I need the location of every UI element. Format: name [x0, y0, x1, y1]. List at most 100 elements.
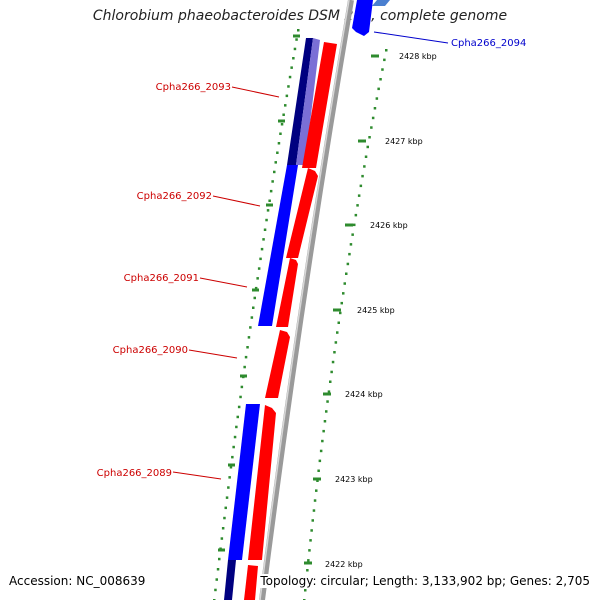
major-tick — [345, 223, 353, 227]
inner-tick — [282, 113, 285, 116]
outer-tick — [311, 519, 314, 522]
inner-tick — [260, 247, 264, 251]
gene-label-2090: Cpha266_2090 — [113, 345, 188, 356]
outer-tick — [381, 68, 384, 71]
outer-tick — [370, 126, 373, 129]
inner-tick — [250, 316, 254, 319]
outer-tick — [351, 233, 354, 236]
tick-marks — [213, 29, 388, 600]
gene-arrow-2089 — [248, 405, 276, 560]
leader-line-2092 — [212, 195, 261, 207]
scale-label: 2424 kbp — [345, 390, 383, 399]
outer-tick — [313, 499, 317, 502]
inner-tick — [229, 466, 233, 469]
major-tick — [266, 203, 273, 207]
inner-tick — [253, 296, 256, 300]
topology-text: Topology: circular; Length: 3,133,902 bp… — [260, 574, 590, 588]
inner-tick — [290, 66, 293, 69]
outer-tick — [385, 49, 388, 52]
leader-line-2090 — [188, 349, 238, 359]
inner-tick — [233, 435, 237, 439]
outer-tick — [321, 439, 324, 443]
genome-title: Chlorobium phaeobacteroides DSM 266, com… — [92, 8, 508, 24]
inner-tick — [277, 142, 281, 145]
outer-tick — [310, 529, 313, 532]
scale-label: 2426 kbp — [370, 221, 408, 230]
inner-tick — [288, 75, 292, 79]
genome-backbone-highlight — [259, 0, 350, 600]
inner-tick — [243, 365, 246, 369]
outer-tick — [312, 509, 316, 512]
leader-line-2091 — [199, 277, 248, 288]
outer-tick — [342, 292, 345, 295]
major-tick — [228, 463, 235, 467]
outer-tick — [345, 272, 348, 275]
outer-tick — [330, 370, 333, 374]
outer-tick — [309, 539, 312, 542]
gene-arrow-2092-reverse — [258, 165, 298, 326]
outer-tick — [354, 213, 358, 217]
inner-tick — [266, 209, 270, 212]
outer-tick — [383, 58, 386, 62]
inner-tick — [284, 104, 287, 107]
inner-tick — [293, 47, 297, 51]
scale-label: 2428 kbp — [399, 52, 437, 61]
major-tick — [371, 54, 379, 58]
outer-tick — [322, 429, 325, 433]
inner-tick — [292, 57, 295, 60]
inner-tick — [269, 189, 273, 193]
inner-tick — [297, 29, 300, 32]
major-tick — [240, 374, 247, 378]
major-tick — [358, 139, 366, 143]
outer-tick — [377, 87, 380, 91]
outer-tick — [353, 223, 356, 227]
outer-tick — [307, 559, 310, 562]
leader-line-2089 — [172, 471, 222, 480]
gene-arrow-2091 — [276, 258, 298, 327]
accession-text: Accession: NC_008639 — [9, 574, 146, 588]
outer-tick — [357, 194, 361, 197]
inner-tick — [227, 486, 230, 489]
gene-arrow-2093-light — [296, 38, 320, 165]
outer-tick — [368, 136, 371, 139]
outer-tick — [371, 116, 375, 120]
inner-tick — [279, 132, 282, 135]
inner-tick — [235, 425, 238, 429]
inner-tick — [259, 257, 262, 261]
outer-tick — [327, 390, 331, 393]
outer-tick — [319, 449, 323, 453]
outer-tick — [333, 351, 336, 354]
outer-tick — [334, 341, 338, 344]
major-tick — [293, 34, 300, 38]
outer-tick — [343, 282, 346, 285]
outer-tick — [306, 569, 309, 572]
gene-label-2094: Cpha266_2094 — [451, 38, 526, 49]
leader-line-2093 — [231, 86, 280, 98]
gene-arrow-2088 — [244, 565, 258, 600]
inner-tick — [273, 170, 276, 174]
scale-label: 2427 kbp — [385, 137, 423, 146]
outer-tick — [315, 489, 318, 492]
outer-tick — [379, 78, 382, 81]
scale-label: 2423 kbp — [335, 475, 373, 484]
inner-tick — [228, 476, 231, 479]
inner-tick — [215, 578, 218, 581]
outer-tick — [359, 184, 363, 188]
gene-arrow-2093-dark — [287, 38, 313, 165]
outer-tick — [323, 420, 327, 423]
outer-tick — [340, 301, 343, 305]
outer-tick — [348, 252, 351, 256]
inner-tick — [231, 455, 234, 459]
major-tick — [313, 477, 321, 481]
inner-tick — [263, 228, 267, 231]
major-tick — [278, 119, 285, 123]
outer-tick — [325, 410, 328, 413]
inner-tick — [276, 151, 279, 154]
inner-tick — [271, 180, 274, 183]
inner-tick — [220, 537, 224, 540]
major-tick — [304, 561, 312, 565]
outer-tick — [308, 549, 311, 552]
inner-tick — [221, 527, 225, 530]
inner-tick — [295, 38, 298, 41]
inner-tick — [236, 415, 239, 419]
